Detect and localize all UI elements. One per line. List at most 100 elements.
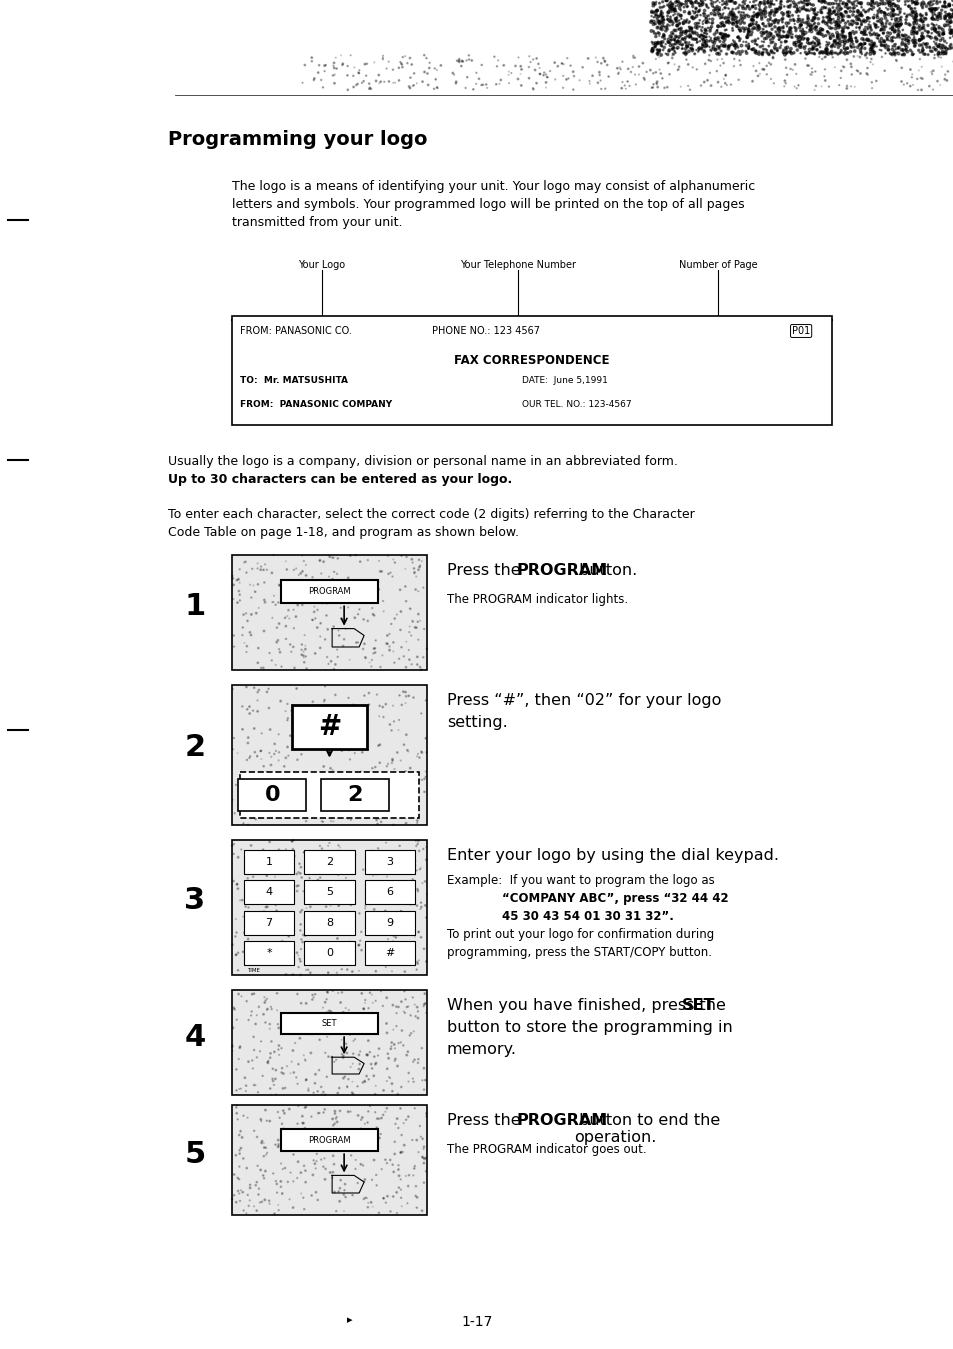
- Point: [675, 13, 690, 35]
- Point: [775, 42, 790, 63]
- Point: [393, 600, 408, 622]
- Point: [942, 19, 953, 40]
- Point: [757, 39, 772, 61]
- Point: [268, 654, 283, 676]
- Point: [873, 39, 888, 61]
- Point: [252, 877, 267, 898]
- Point: [305, 939, 320, 960]
- Point: [328, 654, 343, 676]
- Point: [322, 1132, 337, 1153]
- Point: [717, 0, 732, 13]
- Point: [246, 776, 261, 797]
- Point: [384, 749, 399, 770]
- Point: [906, 35, 922, 57]
- Point: [903, 1, 919, 23]
- Point: [907, 0, 923, 22]
- Point: [940, 4, 953, 26]
- Point: [381, 70, 396, 92]
- Point: [304, 803, 319, 824]
- Point: [237, 936, 253, 958]
- Point: [714, 27, 729, 49]
- Point: [380, 545, 395, 567]
- Point: [318, 989, 334, 1010]
- Point: [774, 18, 789, 39]
- Point: [362, 77, 377, 98]
- Point: [327, 851, 342, 873]
- Point: [683, 18, 699, 39]
- Point: [745, 0, 760, 12]
- Point: [728, 12, 743, 34]
- Text: Press the: Press the: [447, 1113, 525, 1128]
- Point: [812, 22, 827, 43]
- Point: [847, 27, 862, 49]
- Point: [916, 0, 931, 15]
- Point: [733, 1, 748, 23]
- Point: [938, 4, 953, 26]
- Point: [938, 0, 953, 18]
- Point: [719, 0, 734, 15]
- Point: [865, 7, 881, 28]
- Point: [683, 38, 699, 59]
- Point: [368, 774, 383, 796]
- Point: [697, 34, 712, 55]
- Point: [335, 905, 350, 927]
- Point: [284, 944, 299, 966]
- Point: [647, 62, 662, 84]
- Point: [229, 1009, 244, 1031]
- Point: [888, 13, 903, 35]
- Point: [701, 26, 717, 47]
- Point: [243, 934, 258, 955]
- Point: [743, 5, 759, 27]
- Point: [913, 26, 928, 47]
- Point: [864, 54, 880, 76]
- Point: [308, 935, 323, 956]
- Point: [621, 76, 637, 97]
- Point: [250, 652, 265, 673]
- Point: [647, 34, 662, 55]
- Point: [796, 0, 811, 19]
- Point: [416, 1079, 432, 1101]
- Point: [900, 30, 915, 51]
- Point: [925, 36, 941, 58]
- Point: [362, 1136, 377, 1157]
- Point: [386, 925, 401, 947]
- Point: [236, 633, 252, 654]
- Point: [835, 55, 850, 77]
- Point: [412, 610, 427, 631]
- Point: [410, 881, 425, 902]
- Point: [936, 31, 951, 53]
- Point: [857, 24, 872, 46]
- Point: [828, 12, 843, 34]
- Point: [770, 12, 785, 34]
- Point: [801, 19, 817, 40]
- Point: [930, 43, 945, 65]
- Point: [763, 13, 779, 35]
- Bar: [240, 772, 418, 817]
- Point: [235, 1105, 251, 1126]
- Point: [332, 625, 347, 646]
- Point: [398, 685, 414, 707]
- Point: [398, 997, 414, 1018]
- Point: [375, 1079, 391, 1101]
- Point: [377, 1149, 393, 1171]
- Point: [859, 24, 874, 46]
- Point: [359, 53, 375, 74]
- Point: [695, 0, 710, 15]
- Text: #: #: [317, 714, 341, 741]
- Point: [861, 0, 876, 20]
- Point: [562, 55, 578, 77]
- Point: [779, 31, 794, 53]
- Point: [726, 35, 741, 57]
- Point: [887, 0, 902, 16]
- Point: [932, 5, 947, 27]
- Point: [754, 7, 769, 28]
- Point: [331, 886, 346, 908]
- Point: [358, 65, 374, 86]
- Point: [656, 8, 671, 30]
- Point: [871, 24, 886, 46]
- Point: [253, 1031, 269, 1052]
- Point: [770, 11, 785, 32]
- Point: [710, 15, 725, 36]
- Point: [836, 26, 851, 47]
- Point: [461, 49, 476, 70]
